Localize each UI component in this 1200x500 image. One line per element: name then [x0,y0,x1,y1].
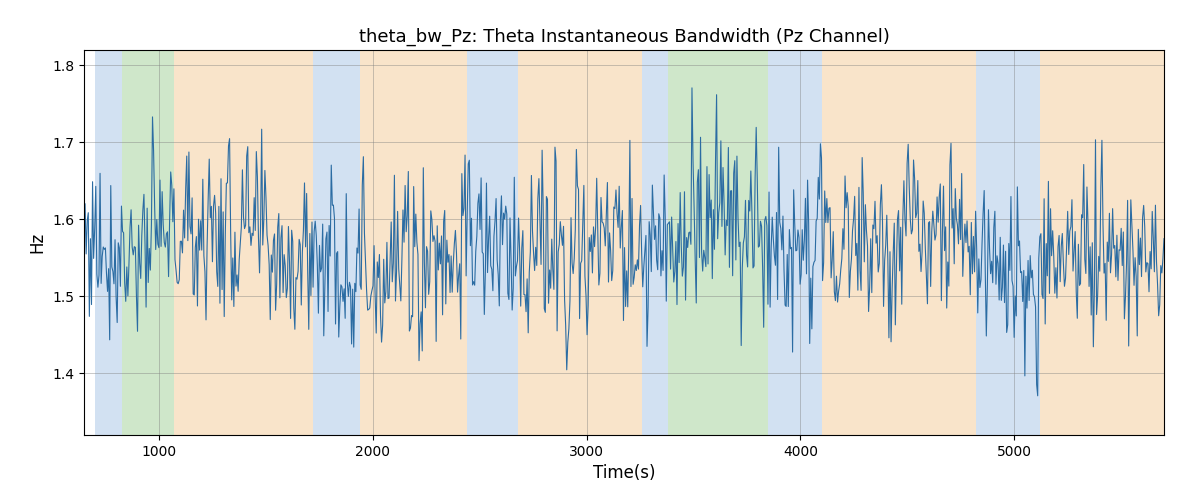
Bar [768,50,822,435]
Title: theta_bw_Pz: Theta Instantaneous Bandwidth (Pz Channel): theta_bw_Pz: Theta Instantaneous Bandwid… [359,28,889,46]
X-axis label: Time(s): Time(s) [593,464,655,482]
Bar [668,50,768,435]
Bar [95,50,122,435]
Bar [467,50,518,435]
Bar [822,50,976,435]
Bar [313,50,360,435]
Bar [1040,50,1164,435]
Bar [360,50,467,435]
Y-axis label: Hz: Hz [29,232,47,253]
Bar [174,50,313,435]
Bar [642,50,668,435]
Bar [122,50,174,435]
Bar [976,50,1040,435]
Bar [518,50,642,435]
